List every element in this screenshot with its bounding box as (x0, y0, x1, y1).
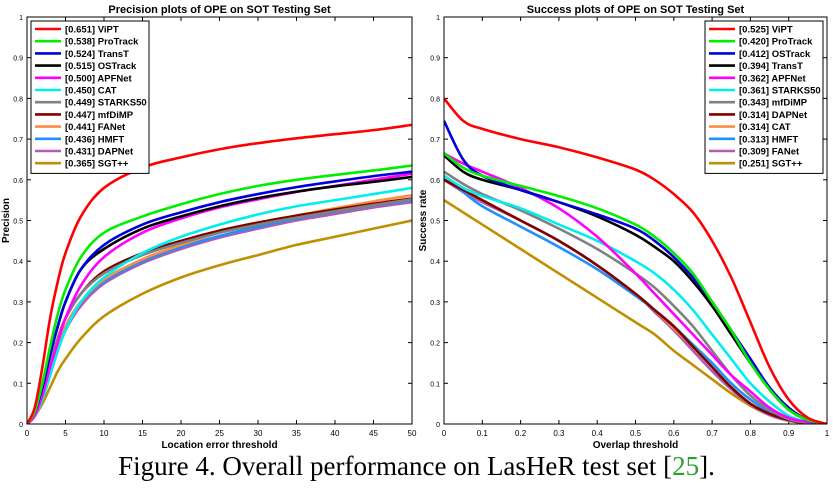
legend-entry: [0.314] DAPNet (739, 110, 808, 121)
x-axis-label: Overlap threshold (593, 440, 679, 451)
legend-entry: [0.524] TransT (65, 49, 129, 60)
series-line (444, 152, 827, 424)
legend-entry: [0.450] CAT (65, 86, 117, 97)
legend: [0.651] ViPT[0.538] ProTrack[0.524] Tran… (30, 20, 150, 174)
y-tick-label: 0.4 (13, 259, 23, 266)
chart-title: Precision plots of OPE on SOT Testing Se… (108, 4, 331, 16)
x-tick-label: 5 (63, 429, 68, 438)
y-axis-label: Success rate (418, 189, 429, 251)
legend-entry: [0.500] APFNet (65, 73, 133, 84)
x-tick-label: 35 (292, 429, 301, 438)
x-tick-label: 0.4 (592, 429, 604, 438)
y-tick-label: 0.3 (13, 300, 23, 307)
x-axis-label: Location error threshold (161, 440, 277, 451)
legend: [0.525] ViPT[0.420] ProTrack[0.412] OSTr… (704, 20, 824, 174)
series-line (444, 97, 827, 424)
legend-entry: [0.362] APFNet (739, 73, 807, 84)
y-tick-label: 0 (19, 422, 23, 429)
y-tick-label: 1 (436, 15, 440, 22)
legend-entry: [0.343] mfDiMP (739, 98, 808, 109)
y-tick-label: 0.7 (430, 137, 440, 144)
legend-entry: [0.431] DAPNet (65, 147, 134, 158)
plot-frame (26, 16, 413, 425)
x-tick-label: 0.1 (477, 429, 489, 438)
series-line (27, 186, 412, 424)
y-tick-label: 1 (19, 15, 23, 22)
x-tick-label: 0 (442, 429, 447, 438)
y-tick-label: 0.2 (430, 341, 440, 348)
chart-title: Success plots of OPE on SOT Testing Set (527, 4, 745, 16)
y-tick-label: 0.4 (430, 259, 440, 266)
y-tick-label: 0.8 (430, 96, 440, 103)
x-tick-label: 0.6 (668, 429, 680, 438)
x-tick-label: 20 (177, 429, 186, 438)
legend-entry: [0.420] ProTrack (739, 37, 813, 48)
x-tick-label: 0.2 (515, 429, 527, 438)
x-tick-label: 0.3 (553, 429, 565, 438)
series-lines (27, 123, 412, 424)
success-plot: Success plots of OPE on SOT Testing Set 0… (418, 4, 830, 451)
y-tick-label: 0.3 (430, 300, 440, 307)
y-tick-label: 0.6 (13, 178, 23, 185)
series-line (444, 174, 827, 424)
caption-ref-link[interactable]: 25 (672, 451, 700, 481)
legend-entry: [0.309] FANet (739, 147, 800, 158)
legend-entry: [0.538] ProTrack (65, 37, 139, 48)
series-line (444, 154, 827, 424)
x-tick-label: 0 (25, 429, 30, 438)
legend-entry: [0.313] HMFT (739, 134, 798, 145)
legend-entry: [0.525] ViPT (739, 25, 793, 36)
x-tick-label: 15 (138, 429, 147, 438)
legend-box (704, 20, 824, 174)
legend-entry: [0.251] SGT++ (739, 159, 803, 170)
x-tick-label: 30 (254, 429, 263, 438)
legend-entry: [0.447] mfDiMP (65, 110, 134, 121)
y-tick-label: 0 (436, 422, 440, 429)
x-tick-label: 0.5 (630, 429, 642, 438)
legend-entry: [0.515] OSTrack (65, 61, 137, 72)
y-tick-label: 0.6 (430, 178, 440, 185)
y-tick-label: 0.9 (13, 56, 23, 63)
legend-entry: [0.412] OSTrack (739, 49, 811, 60)
y-tick-label: 0.1 (430, 381, 440, 388)
plot-frame (443, 16, 828, 425)
series-lines (444, 97, 827, 424)
series-line (27, 123, 412, 424)
legend-entry: [0.651] ViPT (65, 25, 119, 36)
x-tick-label: 25 (215, 429, 224, 438)
y-tick-label: 0.7 (13, 137, 23, 144)
y-tick-label: 0.8 (13, 96, 23, 103)
x-tick-label: 10 (100, 429, 109, 438)
caption-prefix: Figure 4. Overall performance on LasHeR … (118, 451, 673, 481)
legend-entry: [0.361] STARKS50 (739, 86, 821, 97)
y-tick-label: 0.9 (430, 56, 440, 63)
series-line (444, 152, 827, 424)
precision-plot: Precision plots of OPE on SOT Testing Se… (1, 4, 417, 451)
x-tick-label: 1 (825, 429, 830, 438)
legend-entry: [0.365] SGT++ (65, 159, 129, 170)
x-tick-label: 0.8 (745, 429, 757, 438)
legend-box (30, 20, 150, 174)
y-axis-label: Precision (1, 198, 12, 243)
y-tick-label: 0.1 (13, 381, 23, 388)
legend-entry: [0.449] STARKS50 (65, 98, 147, 109)
x-tick-label: 0.7 (707, 429, 719, 438)
legend-entry: [0.314] CAT (739, 122, 791, 133)
series-line (27, 164, 412, 424)
y-tick-label: 0.5 (430, 219, 440, 226)
x-tick-label: 45 (369, 429, 378, 438)
x-tick-label: 50 (408, 429, 417, 438)
legend-entry: [0.436] HMFT (65, 134, 124, 145)
y-tick-label: 0.5 (13, 219, 23, 226)
y-tick-label: 0.2 (13, 341, 23, 348)
figure-caption: Figure 4. Overall performance on LasHeR … (0, 451, 833, 482)
series-line (444, 178, 827, 424)
x-tick-label: 40 (331, 429, 340, 438)
legend-entry: [0.394] TransT (739, 61, 803, 72)
x-tick-label: 0.9 (783, 429, 795, 438)
series-line (27, 219, 412, 424)
caption-suffix: ]. (699, 451, 715, 481)
legend-entry: [0.441] FANet (65, 122, 126, 133)
